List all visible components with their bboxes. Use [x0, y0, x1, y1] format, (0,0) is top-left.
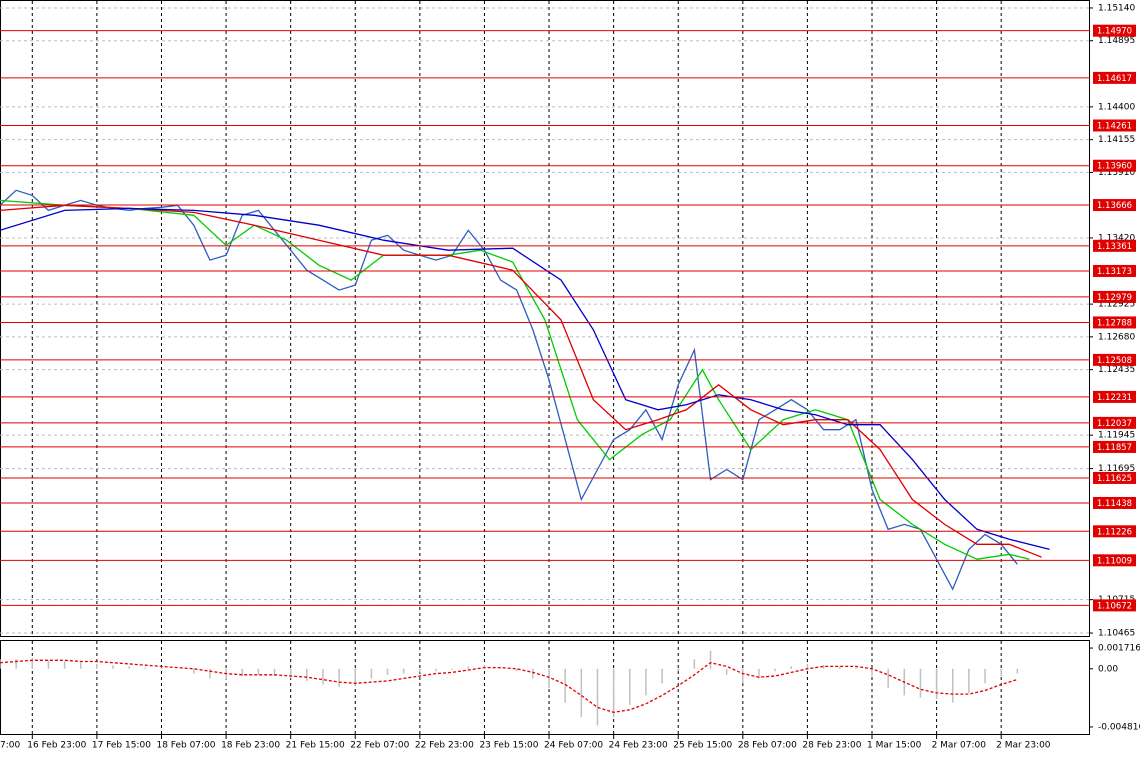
y-tick-label: 1.11695: [1098, 464, 1135, 474]
level-label-box: [1093, 599, 1136, 612]
level-label-box: [1093, 119, 1136, 132]
level-label: 1.14970: [1097, 27, 1132, 37]
level-label: 1.12979: [1097, 293, 1132, 303]
x-tick-label: 25 Feb 15:00: [673, 741, 732, 751]
level-label: 1.13173: [1097, 267, 1132, 277]
y-tick-label: 1.15140: [1098, 3, 1135, 13]
level-label: 1.11857: [1097, 443, 1132, 453]
level-label-box: [1093, 416, 1136, 429]
level-label: 1.12037: [1097, 419, 1132, 429]
level-label-box: [1093, 71, 1136, 84]
x-tick-label: 28 Feb 07:00: [738, 741, 797, 751]
x-tick-label: 7:00: [0, 741, 20, 751]
y-tick-label: 1.10465: [1098, 629, 1135, 639]
y-tick-label: 1.11945: [1098, 431, 1135, 441]
level-label: 1.13666: [1097, 201, 1132, 211]
y-tick-label: 1.13420: [1098, 233, 1135, 243]
y-tick-label: 1.14155: [1098, 135, 1135, 145]
x-tick-label: 28 Feb 23:00: [802, 741, 861, 751]
x-tick-label: 21 Feb 15:00: [286, 741, 345, 751]
level-label-box: [1093, 264, 1136, 277]
level-label-box: [1093, 496, 1136, 509]
y-tick-label: 1.14400: [1098, 102, 1135, 112]
level-label-box: [1093, 440, 1136, 453]
x-tick-label: 18 Feb 23:00: [221, 741, 280, 751]
level-label: 1.12788: [1097, 318, 1132, 328]
level-label-box: [1093, 316, 1136, 329]
y-tick-label: 0.001716: [1098, 644, 1140, 654]
y-tick-label: 1.13910: [1098, 168, 1135, 178]
level-label-box: [1093, 525, 1136, 538]
level-label: 1.11438: [1097, 499, 1132, 509]
y-tick-label: 1.12925: [1098, 300, 1135, 310]
y-tick-label: 1.14895: [1098, 36, 1135, 46]
level-label: 1.10672: [1097, 601, 1132, 611]
level-label: 1.14617: [1097, 74, 1132, 84]
x-tick-label: 17 Feb 15:00: [92, 741, 151, 751]
level-label-box: [1093, 290, 1136, 303]
x-tick-label: 2 Mar 07:00: [932, 741, 987, 751]
level-label-box: [1093, 199, 1136, 212]
moving-average: [0, 207, 1050, 551]
level-label-box: [1093, 353, 1136, 366]
x-tick-label: 24 Feb 07:00: [544, 741, 603, 751]
level-label: 1.11625: [1097, 474, 1132, 484]
level-label: 1.11226: [1097, 527, 1132, 537]
y-tick-label: 1.12680: [1098, 332, 1135, 342]
level-label-box: [1093, 239, 1136, 252]
level-label: 1.14261: [1097, 121, 1132, 131]
level-label: 1.12231: [1097, 393, 1132, 403]
y-tick-label: -0.004816: [1098, 722, 1140, 732]
x-tick-label: 2 Mar 23:00: [996, 741, 1051, 751]
x-tick-label: 23 Feb 15:00: [479, 741, 538, 751]
y-tick-label: 0.00: [1098, 664, 1118, 674]
level-label-box: [1093, 390, 1136, 403]
level-label: 1.13361: [1097, 242, 1132, 252]
level-label-box: [1093, 554, 1136, 567]
x-tick-label: 24 Feb 23:00: [609, 741, 668, 751]
oscillator-panel: [0, 640, 1090, 735]
level-label-box: [1093, 24, 1136, 37]
level-label: 1.12508: [1097, 356, 1132, 366]
x-tick-label: 1 Mar 15:00: [867, 741, 922, 751]
level-label: 1.11009: [1097, 556, 1132, 566]
level-label-box: [1093, 159, 1136, 172]
y-tick-label: 1.12435: [1098, 365, 1135, 375]
moving-average: [0, 204, 1042, 558]
x-tick-label: 22 Feb 07:00: [350, 741, 409, 751]
signal-line: [0, 659, 1018, 713]
level-label: 1.13960: [1097, 162, 1132, 172]
x-tick-label: 22 Feb 23:00: [415, 741, 474, 751]
x-tick-label: 18 Feb 07:00: [156, 741, 215, 751]
x-tick-label: 16 Feb 23:00: [27, 741, 86, 751]
level-label-box: [1093, 471, 1136, 484]
